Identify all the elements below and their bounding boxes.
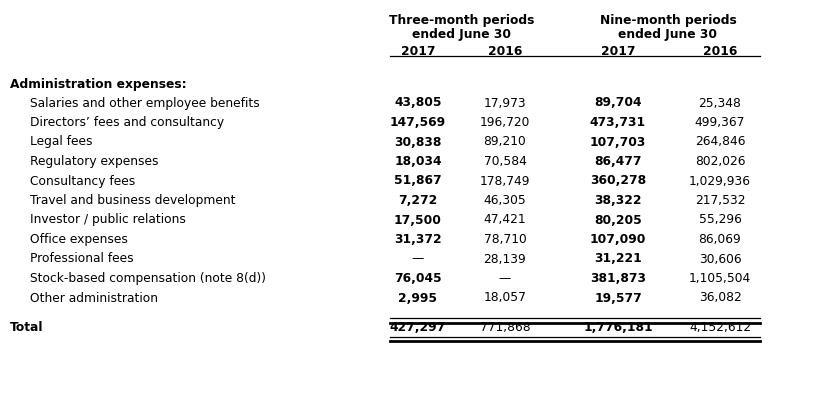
Text: 2,995: 2,995	[399, 291, 437, 304]
Text: 17,973: 17,973	[484, 96, 526, 109]
Text: 43,805: 43,805	[395, 96, 442, 109]
Text: Regulatory expenses: Regulatory expenses	[30, 155, 158, 168]
Text: 2017: 2017	[600, 45, 636, 58]
Text: 2016: 2016	[488, 45, 522, 58]
Text: 30,606: 30,606	[699, 252, 741, 265]
Text: 31,372: 31,372	[394, 232, 442, 245]
Text: 89,210: 89,210	[484, 135, 526, 148]
Text: 473,731: 473,731	[590, 116, 646, 129]
Text: 427,297: 427,297	[390, 320, 446, 333]
Text: 17,500: 17,500	[394, 213, 442, 226]
Text: 36,082: 36,082	[699, 291, 741, 304]
Text: 1,776,181: 1,776,181	[583, 320, 653, 333]
Text: Consultancy fees: Consultancy fees	[30, 174, 136, 187]
Text: 86,069: 86,069	[699, 232, 741, 245]
Text: 2016: 2016	[703, 45, 737, 58]
Text: 217,532: 217,532	[694, 193, 745, 207]
Text: 19,577: 19,577	[594, 291, 642, 304]
Text: 178,749: 178,749	[480, 174, 530, 187]
Text: 80,205: 80,205	[594, 213, 642, 226]
Text: 51,867: 51,867	[394, 174, 442, 187]
Text: 264,846: 264,846	[694, 135, 745, 148]
Text: 18,034: 18,034	[395, 155, 442, 168]
Text: 31,221: 31,221	[594, 252, 642, 265]
Text: Salaries and other employee benefits: Salaries and other employee benefits	[30, 96, 260, 109]
Text: 499,367: 499,367	[694, 116, 745, 129]
Text: Nine-month periods: Nine-month periods	[600, 14, 736, 27]
Text: 47,421: 47,421	[484, 213, 526, 226]
Text: 1,105,504: 1,105,504	[689, 271, 751, 284]
Text: 1,029,936: 1,029,936	[689, 174, 751, 187]
Text: Legal fees: Legal fees	[30, 135, 92, 148]
Text: 381,873: 381,873	[590, 271, 646, 284]
Text: 360,278: 360,278	[590, 174, 646, 187]
Text: 196,720: 196,720	[480, 116, 530, 129]
Text: Travel and business development: Travel and business development	[30, 193, 235, 207]
Text: Stock-based compensation (note 8(d)): Stock-based compensation (note 8(d))	[30, 271, 266, 284]
Text: 86,477: 86,477	[594, 155, 641, 168]
Text: 771,868: 771,868	[480, 320, 530, 333]
Text: Other administration: Other administration	[30, 291, 158, 304]
Text: Total: Total	[10, 320, 43, 333]
Text: 78,710: 78,710	[484, 232, 526, 245]
Text: Directors’ fees and consultancy: Directors’ fees and consultancy	[30, 116, 224, 129]
Text: Professional fees: Professional fees	[30, 252, 134, 265]
Text: 70,584: 70,584	[484, 155, 526, 168]
Text: —: —	[499, 271, 511, 284]
Text: 30,838: 30,838	[395, 135, 442, 148]
Text: 147,569: 147,569	[390, 116, 446, 129]
Text: 28,139: 28,139	[484, 252, 526, 265]
Text: Three-month periods: Three-month periods	[390, 14, 534, 27]
Text: 107,090: 107,090	[590, 232, 646, 245]
Text: 46,305: 46,305	[484, 193, 526, 207]
Text: 107,703: 107,703	[590, 135, 646, 148]
Text: 76,045: 76,045	[394, 271, 442, 284]
Text: 38,322: 38,322	[594, 193, 641, 207]
Text: 7,272: 7,272	[399, 193, 438, 207]
Text: Administration expenses:: Administration expenses:	[10, 78, 186, 91]
Text: 802,026: 802,026	[694, 155, 745, 168]
Text: ended June 30: ended June 30	[413, 28, 511, 41]
Text: 4,152,612: 4,152,612	[689, 320, 751, 333]
Text: 25,348: 25,348	[699, 96, 742, 109]
Text: 89,704: 89,704	[594, 96, 641, 109]
Text: 2017: 2017	[401, 45, 435, 58]
Text: Office expenses: Office expenses	[30, 232, 128, 245]
Text: Investor / public relations: Investor / public relations	[30, 213, 186, 226]
Text: —: —	[412, 252, 424, 265]
Text: 55,296: 55,296	[699, 213, 742, 226]
Text: 18,057: 18,057	[484, 291, 526, 304]
Text: ended June 30: ended June 30	[618, 28, 717, 41]
